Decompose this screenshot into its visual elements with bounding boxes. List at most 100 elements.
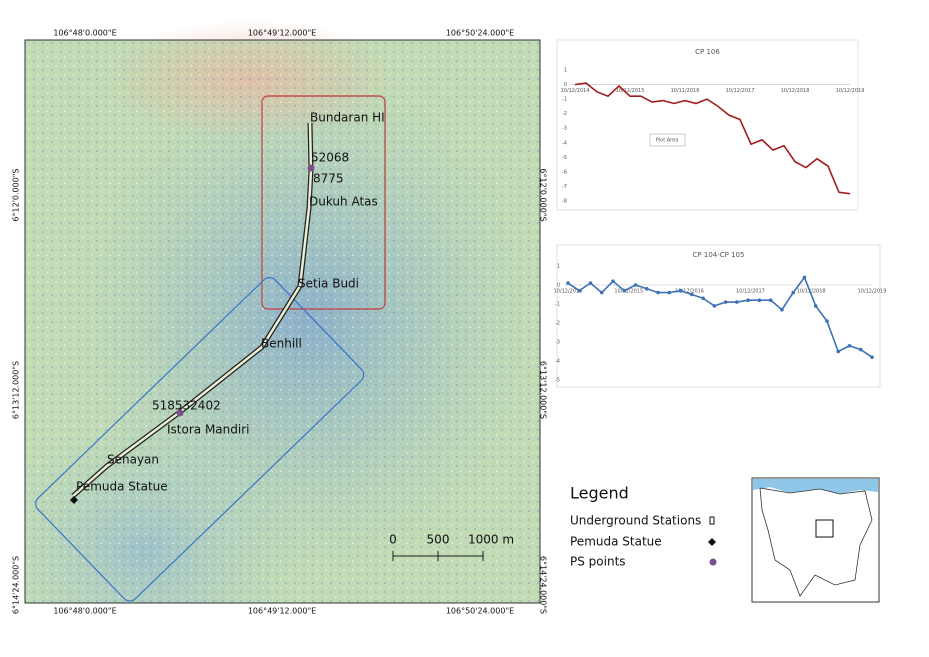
data-point	[836, 349, 841, 354]
station-label: 52068	[311, 151, 349, 165]
legend-symbol	[708, 538, 716, 546]
statue-marker	[70, 496, 78, 504]
legend-item: Underground Stations	[570, 514, 701, 528]
coord-label: 106°49'12.000"E	[248, 29, 316, 38]
y-tick-label: -1	[562, 97, 567, 103]
x-tick-label: 10/12/2014	[561, 88, 590, 94]
study-box-blue	[35, 277, 365, 602]
coord-label: 6°14'24.000"S	[12, 556, 21, 614]
legend-item: PS points	[570, 555, 626, 569]
scale-label: 500	[427, 533, 450, 547]
inset-frame	[751, 477, 880, 603]
inset-map	[751, 477, 880, 603]
station-label: Istora Mandiri	[167, 423, 249, 437]
station-label: 8775	[313, 172, 344, 186]
x-tick-label: 10/12/2015	[616, 88, 645, 94]
x-tick-label: 10/12/2019	[836, 88, 865, 94]
data-point	[780, 307, 784, 312]
x-tick-label: 10/12/2017	[736, 289, 765, 295]
coord-label: 106°50'24.000"E	[446, 607, 514, 616]
x-tick-label: 10/12/2018	[781, 88, 810, 94]
data-point	[566, 281, 570, 285]
ps-point	[176, 409, 184, 417]
chart-title: CP 106	[695, 48, 720, 56]
y-tick-label: -8	[562, 199, 567, 205]
data-point	[847, 344, 852, 348]
data-line	[574, 82, 851, 195]
y-tick-label: -5	[555, 378, 560, 384]
scale-bar: 0 500 1000 m	[389, 533, 514, 561]
data-point	[667, 290, 672, 295]
data-point	[712, 304, 717, 308]
data-point	[588, 281, 593, 285]
x-tick-label: 10/12/2014	[554, 289, 583, 295]
data-point	[746, 298, 750, 303]
chart-frame	[556, 39, 859, 211]
chart-title: CP 104-CP 105	[693, 251, 745, 259]
inset-outline	[759, 487, 873, 597]
annotation: Plot Area	[656, 138, 679, 144]
data-point	[633, 283, 638, 287]
coord-label: 6°12'0.000"S	[12, 168, 21, 221]
annotation-box	[649, 133, 686, 147]
y-tick-label: -7	[562, 184, 567, 190]
data-point	[611, 279, 615, 284]
y-tick-label: -4	[562, 140, 567, 146]
x-tick-label: 10/12/2016	[675, 289, 704, 295]
data-point	[656, 290, 660, 295]
coord-label: 106°48'0.000"E	[53, 607, 116, 616]
y-tick-label: -3	[562, 126, 567, 132]
ps-point	[307, 164, 315, 172]
legend-symbol	[709, 516, 715, 525]
station-label: 518532402	[152, 399, 221, 413]
legend-title: Legend	[570, 484, 629, 503]
y-tick-label: 1	[557, 264, 560, 270]
data-point	[813, 304, 818, 308]
station-label: Pemuda Statue	[76, 480, 168, 494]
inset-box	[815, 519, 834, 538]
x-tick-label: 10/12/2019	[858, 289, 887, 295]
station-label: Setia Budi	[298, 277, 359, 291]
legend: Legend Underground Stations Pemuda Statu…	[570, 484, 717, 569]
station-label: Senayan	[107, 453, 159, 467]
y-tick-label: -2	[562, 111, 567, 117]
data-point	[735, 300, 739, 304]
scale-label: 1000 m	[468, 533, 514, 547]
y-tick-label: 1	[564, 68, 567, 74]
map-noise	[25, 40, 540, 603]
y-tick-label: -6	[562, 169, 567, 175]
y-tick-label: -3	[555, 340, 560, 346]
data-point	[768, 298, 773, 303]
y-tick-label: 0	[564, 82, 567, 88]
x-tick-label: 10/12/2017	[726, 88, 755, 94]
station-label: Benhill	[261, 337, 302, 351]
data-point	[858, 347, 863, 352]
x-tick-label: 10/11/2016	[671, 88, 700, 94]
y-tick-label: -5	[562, 155, 567, 161]
y-tick-label: -4	[555, 359, 560, 365]
chart-frame	[556, 244, 881, 388]
data-line	[567, 275, 873, 358]
legend-symbol	[709, 558, 717, 566]
coord-label: 6°13'12.000"S	[539, 361, 548, 419]
data-point	[622, 288, 627, 293]
coord-label: 6°12'0.000"S	[539, 168, 548, 221]
data-point	[599, 290, 604, 295]
coord-label: 6°14'24.000"S	[539, 556, 548, 614]
data-point	[690, 292, 694, 297]
map: 0 500 1000 m	[24, 20, 541, 604]
data-point	[802, 275, 807, 280]
y-tick-label: -1	[555, 302, 560, 308]
coord-label: 106°49'12.000"E	[248, 607, 316, 616]
x-tick-label: 10/12/2018	[797, 289, 826, 295]
data-point	[645, 287, 649, 291]
inset-sea	[753, 479, 878, 494]
station-label: Bundaran HI	[310, 111, 385, 125]
coord-label: 6°13'12.000"S	[12, 361, 21, 419]
x-tick-label: 10/12/2015	[614, 289, 643, 295]
coord-label: 106°48'0.000"E	[53, 29, 116, 38]
data-point	[701, 296, 705, 301]
data-point	[870, 355, 874, 360]
legend-item: Pemuda Statue	[570, 535, 662, 549]
